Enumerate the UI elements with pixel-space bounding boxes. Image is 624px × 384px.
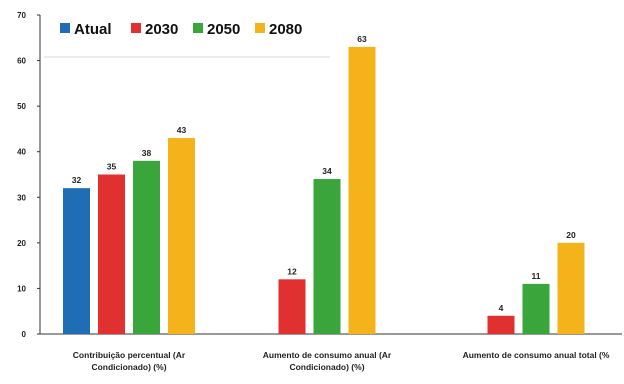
bar-2080-cat2 xyxy=(557,242,585,334)
y-tick-label: 40 xyxy=(17,148,26,157)
legend-swatch-2080 xyxy=(255,23,265,33)
data-label: 20 xyxy=(566,230,576,240)
data-label: 43 xyxy=(177,125,187,135)
label-layer: 32 35 38 43 Contribuição percentual (Ar Condi… xyxy=(72,34,610,372)
bar-2030-cat1 xyxy=(278,279,306,334)
data-label: 38 xyxy=(142,148,152,158)
data-label: 12 xyxy=(287,266,297,276)
bar-2050-cat2 xyxy=(522,283,550,334)
legend-label: Atual xyxy=(74,21,112,38)
bar-2030-cat2 xyxy=(487,315,515,334)
category-label: Aumento de consumo anual (Ar xyxy=(263,350,392,360)
data-label: 4 xyxy=(499,303,504,313)
y-tick-label: 10 xyxy=(17,284,26,293)
y-tick-label: 30 xyxy=(17,193,26,202)
legend-swatch-2030 xyxy=(131,23,141,33)
data-label: 63 xyxy=(357,34,367,44)
legend-swatch-atual xyxy=(60,23,70,33)
y-tick-label: 50 xyxy=(17,102,26,111)
legend-label: 2080 xyxy=(269,21,302,38)
legend-label: 2030 xyxy=(145,21,178,38)
bar-layer xyxy=(63,46,585,335)
data-label: 35 xyxy=(107,162,117,172)
category-label: Aumento de consumo anual total (% xyxy=(463,350,610,360)
data-label: 34 xyxy=(322,166,332,176)
legend: Atual 2030 2050 2080 xyxy=(44,21,330,58)
y-tick-label: 70 xyxy=(17,11,26,20)
bar-2050-cat0 xyxy=(133,160,160,334)
data-label: 11 xyxy=(532,271,541,281)
y-tick-label: 0 xyxy=(22,330,27,339)
legend-swatch-2050 xyxy=(193,23,203,33)
category-label: Condicionado) (%) xyxy=(289,362,364,372)
bar-atual-cat0 xyxy=(63,188,90,334)
category-label: Condicionado) (%) xyxy=(91,362,166,372)
bar-2080-cat1 xyxy=(348,46,376,335)
legend-label: 2050 xyxy=(207,21,240,38)
data-label: 32 xyxy=(72,175,82,185)
bar-2050-cat1 xyxy=(313,179,341,334)
bar-2080-cat0 xyxy=(168,138,195,334)
bar-2030-cat0 xyxy=(98,174,125,334)
y-tick-label: 20 xyxy=(17,239,26,248)
y-tick-label: 60 xyxy=(17,57,26,66)
category-label: Contribuição percentual (Ar xyxy=(73,350,186,360)
